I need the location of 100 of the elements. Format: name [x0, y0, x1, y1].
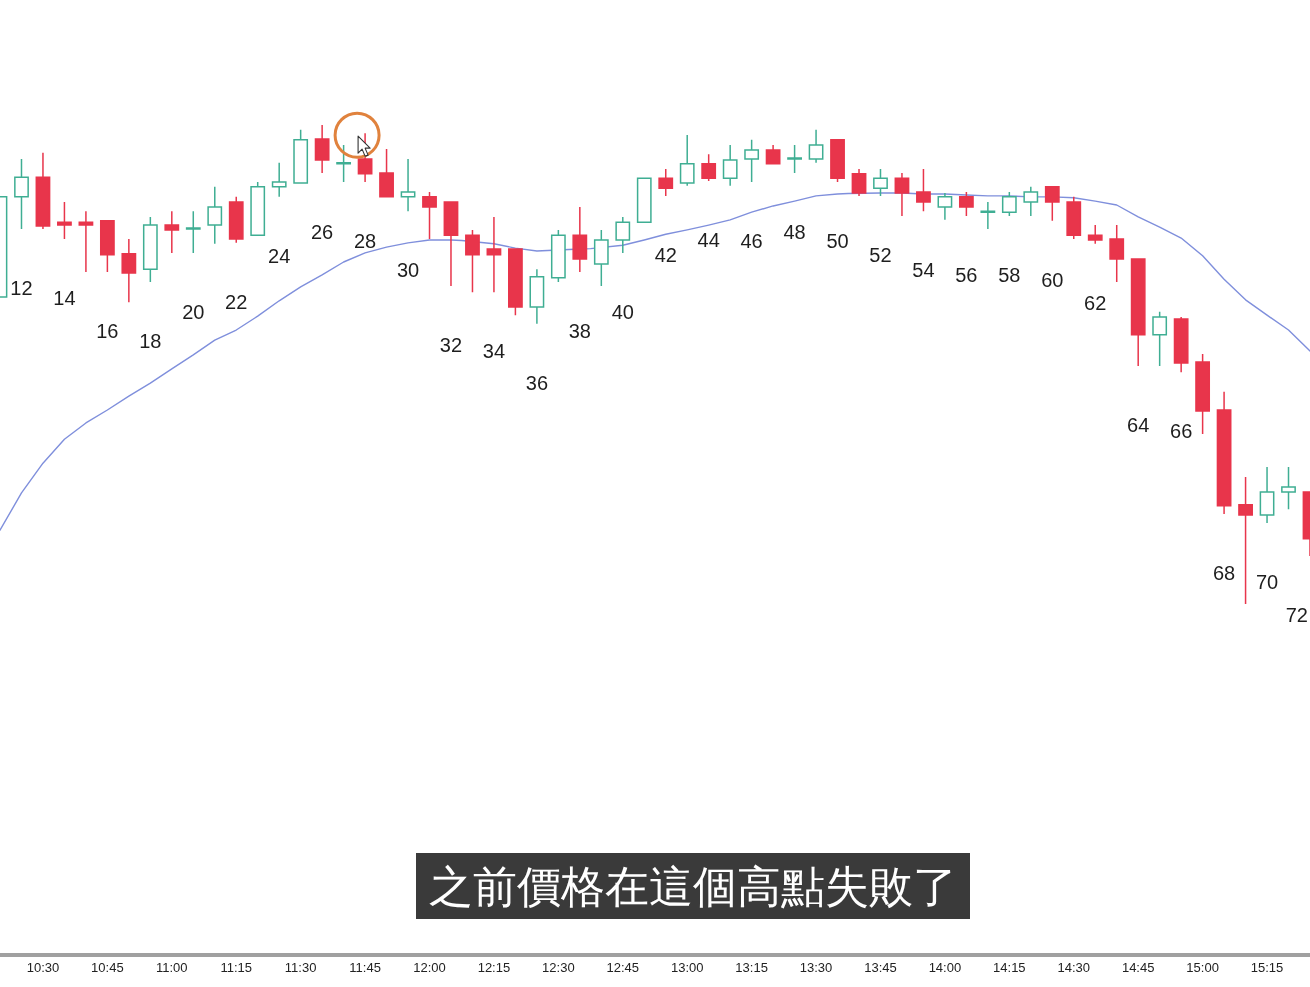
x-tick-label: 12:30 [542, 960, 575, 975]
x-tick-label: 14:45 [1121, 960, 1155, 975]
candlestick [572, 206, 588, 273]
candlestick [550, 229, 566, 283]
candlestick [658, 168, 674, 197]
x-tick-label: 13:00 [670, 960, 704, 975]
candlestick [1109, 224, 1125, 283]
candlestick [207, 186, 223, 245]
annotation: 20 [182, 300, 205, 323]
x-tick-label: 11:30 [284, 960, 317, 975]
candlestick [787, 144, 802, 174]
annotation: 28 [353, 230, 377, 252]
annotation: 38 [568, 320, 591, 343]
annotation: 70 [1255, 571, 1279, 594]
candlestick [78, 210, 94, 273]
candlestick [615, 216, 631, 254]
candlestick [873, 168, 888, 197]
annotation: 16 [96, 320, 119, 343]
candlestick [1023, 186, 1039, 217]
candlestick [57, 201, 72, 240]
annotation: 30 [396, 259, 420, 282]
annotation: 12 [10, 276, 33, 299]
candlestick [357, 132, 373, 183]
annotation: 44 [697, 229, 720, 252]
candlestick [744, 139, 760, 183]
annotation: 66 [1170, 420, 1193, 443]
candlestick [808, 129, 824, 164]
candlestick [142, 216, 158, 283]
candlestick [465, 229, 480, 293]
candlestick [121, 238, 137, 303]
candlestick [701, 153, 717, 182]
candlestick [400, 158, 416, 212]
candlestick [1066, 196, 1082, 240]
annotation: 32 [439, 333, 463, 356]
candlestick [486, 216, 502, 293]
x-tick-label: 13:45 [864, 960, 897, 975]
annotation: 62 [1084, 291, 1107, 314]
annotation: 40 [611, 300, 634, 323]
annotation: 72 [1285, 604, 1309, 627]
annotation: 22 [225, 290, 248, 313]
annotation: 64 [1127, 413, 1150, 436]
x-tick-label: 12:15 [477, 960, 511, 975]
annotation: 68 [1212, 561, 1236, 584]
annotation: 60 [1041, 268, 1064, 291]
annotation: 58 [998, 264, 1021, 287]
x-tick-label: 14:30 [1057, 960, 1091, 975]
candlestick [1001, 191, 1017, 217]
annotation: 42 [654, 243, 677, 266]
annotation: 48 [783, 220, 806, 243]
annotation: 14 [53, 287, 76, 309]
candlestick [937, 192, 953, 221]
x-tick-label: 10:45 [91, 960, 124, 975]
candlestick [35, 152, 51, 230]
candlestick [293, 129, 309, 184]
x-tick-label: 14:00 [928, 960, 962, 975]
candlestick [379, 148, 394, 198]
annotation: 34 [482, 340, 506, 363]
candlestick [271, 162, 287, 198]
candlestick [593, 229, 609, 287]
candlestick [1173, 316, 1189, 373]
candlestick [314, 124, 330, 174]
candlestick [336, 144, 352, 183]
annotation: 18 [139, 330, 162, 353]
annotation: 46 [740, 230, 763, 252]
candlestick [1152, 311, 1168, 367]
candlestick [636, 177, 652, 223]
annotation: 24 [268, 244, 291, 267]
candlestick [14, 158, 29, 230]
candlestick [1238, 476, 1253, 605]
candlestick [99, 220, 115, 273]
x-tick-label: 12:00 [413, 960, 446, 975]
x-tick-label: 13:30 [799, 960, 833, 975]
annotation: 54 [912, 259, 935, 282]
candlestick [1216, 391, 1232, 515]
candlestick [529, 268, 545, 325]
x-tick-label: 10:30 [26, 960, 60, 975]
candlestick [1195, 353, 1211, 435]
annotation: 26 [311, 220, 334, 243]
candlestick [958, 191, 974, 217]
annotation: 56 [955, 264, 978, 287]
annotation: 36 [525, 371, 549, 394]
candlestick [250, 181, 266, 236]
candlestick [185, 210, 201, 254]
candlestick [1044, 186, 1060, 222]
candlestick [1130, 258, 1146, 367]
candlestick [894, 172, 910, 217]
candlestick [443, 201, 459, 287]
candlestick [164, 210, 180, 254]
x-tick-label: 14:15 [993, 960, 1026, 975]
candlestick [508, 248, 523, 316]
candlestick [1281, 466, 1296, 510]
candlestick [422, 191, 437, 240]
x-tick-label: 11:15 [220, 960, 253, 975]
text: 之前價格在這個高點失敗了 [429, 861, 957, 912]
x-tick-label: 13:15 [735, 960, 768, 975]
candlestick [765, 144, 781, 165]
x-tick-label: 11:45 [349, 960, 381, 975]
annotation: 50 [826, 230, 849, 252]
candlestick [916, 168, 931, 212]
candlestick [851, 168, 867, 197]
